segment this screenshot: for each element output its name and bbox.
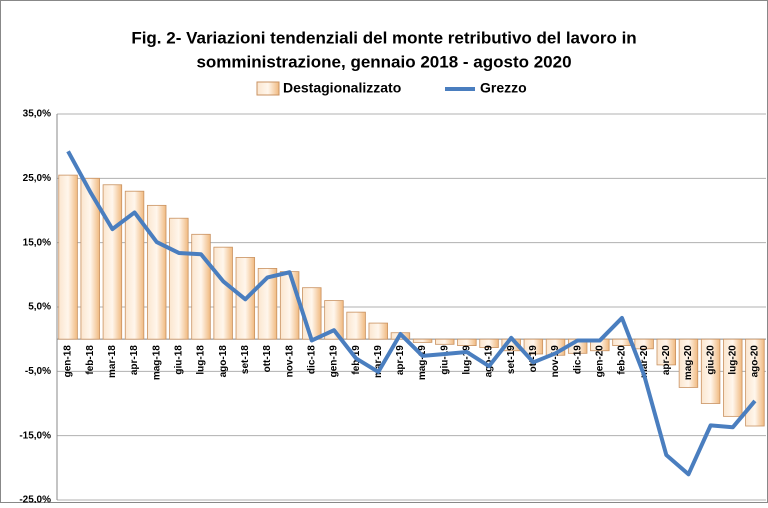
x-tick-label: lug-18 [196,345,207,375]
bar [678,338,699,388]
bar [191,233,211,340]
legend-swatch [256,81,280,96]
y-tick-label: -25,0% [19,495,51,503]
x-tick-label: nov-18 [284,345,295,378]
x-tick-label: dic-19 [572,345,583,374]
x-tick-label: gen-18 [63,345,74,378]
legend-label: Destagionalizzato [283,80,401,96]
bar [656,338,677,366]
bar [324,300,344,340]
bar [146,204,167,340]
bar [102,184,123,340]
bar [58,174,78,340]
y-tick-label: 15,0% [23,237,51,248]
bar [368,322,388,340]
y-tick-label: -15,0% [19,430,51,441]
bar [723,338,743,417]
x-tick-label: ott-18 [262,345,273,373]
x-tick-label: set-18 [240,345,251,374]
y-tick-label: 25,0% [23,173,51,184]
x-tick-label: giu-19 [439,345,450,375]
bar [124,190,145,340]
x-tick-label: mar-18 [107,345,118,378]
x-tick-label: gen-20 [594,345,605,378]
x-tick-label: mar-19 [373,345,384,378]
x-tick-label: mag-20 [683,345,694,380]
y-tick-label: -5,0% [25,366,51,377]
chart-title: Fig. 2- Variazioni tendenziali del monte… [131,28,636,47]
x-tick-label: dic-18 [306,345,317,374]
bar [412,338,433,343]
x-tick-label: gen-19 [329,345,340,378]
bar [169,217,189,340]
bar [257,267,278,340]
x-tick-label: ott-19 [528,345,539,373]
bar [523,338,544,355]
chart-title: somministrazione, gennaio 2018 - agosto … [196,52,571,71]
x-tick-label: lug-20 [727,345,738,375]
x-tick-label: mag-18 [151,345,162,380]
bar [302,287,322,340]
line [66,150,757,477]
bar [634,338,654,350]
bar [457,338,477,346]
x-tick-label: lug-19 [462,345,473,375]
x-tick-label: ago-20 [750,345,761,378]
x-tick-label: ago-18 [218,345,229,378]
x-tick-label: ago-19 [484,345,495,378]
bar [213,246,233,340]
bar [435,338,455,345]
x-tick-label: giu-20 [705,345,716,375]
x-tick-label: mar-20 [639,345,650,378]
bar [479,338,499,348]
y-tick-label: 5,0% [28,302,51,313]
y-tick-label: 35,0% [23,109,51,120]
x-tick-label: feb-20 [617,345,628,375]
x-tick-label: giu-18 [174,345,185,375]
bar [700,338,721,404]
bar [346,311,366,340]
x-tick-label: set-19 [506,345,517,374]
bar [80,177,100,340]
x-tick-label: nov-19 [550,345,561,378]
legend-label: Grezzo [480,80,527,96]
x-tick-label: mag-19 [417,345,428,380]
bar [279,271,300,340]
x-tick-label: apr-18 [129,345,140,375]
x-tick-label: feb-18 [85,345,96,375]
x-tick-label: apr-19 [395,345,406,375]
x-tick-label: apr-20 [661,345,672,375]
